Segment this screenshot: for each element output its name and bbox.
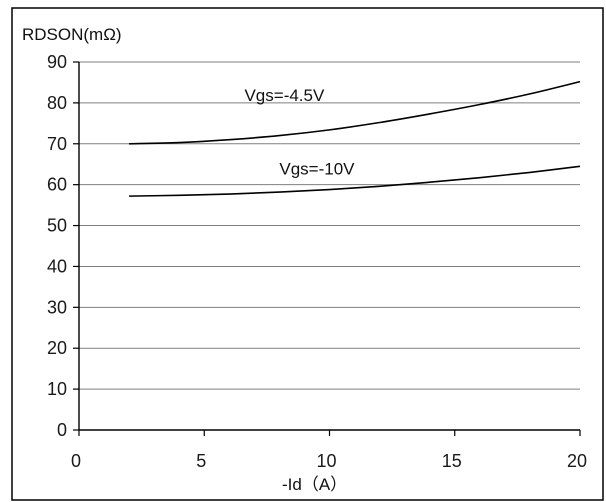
y-tick-label-70: 70 bbox=[47, 134, 67, 154]
series-annotation-0: Vgs=-4.5V bbox=[244, 86, 325, 105]
series-annotations: Vgs=-4.5V Vgs=-10V bbox=[244, 86, 355, 179]
x-axis-label: -Id（A） bbox=[282, 475, 347, 494]
y-tick-label-40: 40 bbox=[47, 256, 67, 276]
series-line-0 bbox=[129, 80, 581, 145]
x-tick-label-0: 0 bbox=[71, 451, 81, 471]
series-line-1 bbox=[129, 165, 581, 197]
x-tick-label-5: 5 bbox=[196, 451, 206, 471]
y-tick-label-90: 90 bbox=[47, 52, 67, 72]
y-tick-label-50: 50 bbox=[47, 216, 67, 236]
x-tick-label-10: 10 bbox=[316, 451, 336, 471]
y-tick-label-60: 60 bbox=[47, 175, 67, 195]
y-tick-label-80: 80 bbox=[47, 93, 67, 113]
x-tick-labels: 0 5 10 15 20 bbox=[71, 451, 587, 471]
chart-border bbox=[11, 7, 604, 501]
series-lines bbox=[129, 80, 581, 197]
y-tick-label-30: 30 bbox=[47, 297, 67, 317]
x-tick-label-20: 20 bbox=[567, 451, 587, 471]
axes bbox=[73, 61, 581, 436]
x-tick-label-15: 15 bbox=[442, 451, 462, 471]
y-tick-label-0: 0 bbox=[57, 420, 67, 440]
y-tick-label-20: 20 bbox=[47, 338, 67, 358]
y-tick-labels: 0 10 20 30 40 50 60 70 80 90 bbox=[47, 52, 67, 440]
y-tick-label-10: 10 bbox=[47, 379, 67, 399]
series-annotation-1: Vgs=-10V bbox=[279, 159, 355, 178]
y-axis-label: RDSON(mΩ) bbox=[22, 25, 122, 44]
